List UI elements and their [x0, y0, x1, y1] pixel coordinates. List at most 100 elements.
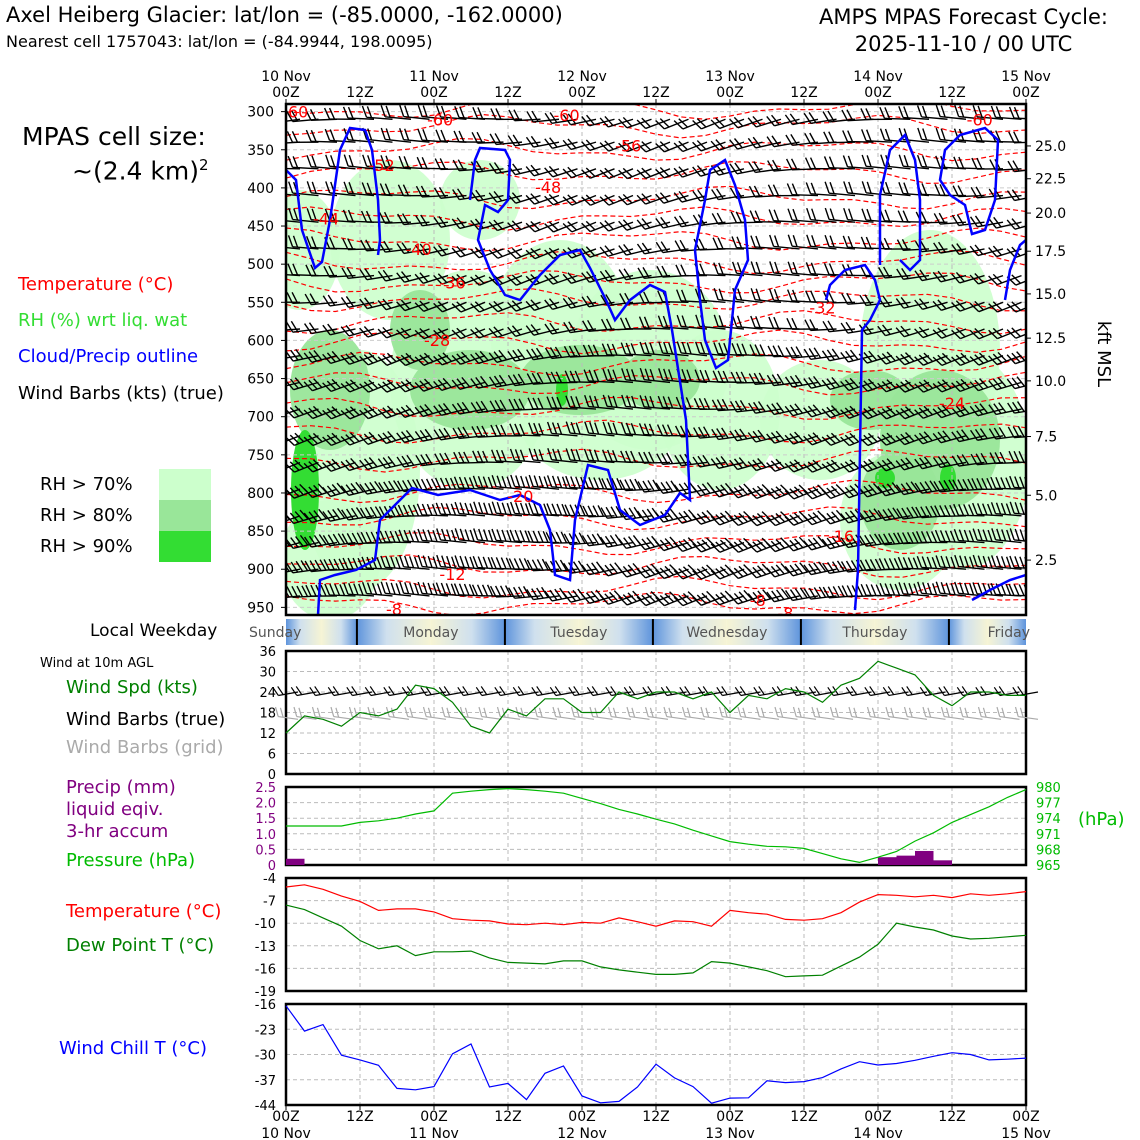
barb-flag — [286, 535, 290, 546]
wind-barb — [916, 105, 948, 120]
barb-flag — [480, 400, 489, 412]
barb-flag — [847, 155, 854, 168]
grid-wind-barb — [385, 706, 410, 720]
barb-flag — [313, 349, 323, 361]
cloud-outline — [1003, 239, 1026, 301]
barb-flag — [923, 456, 933, 467]
barb-staff — [555, 715, 576, 720]
barb-flag — [625, 422, 632, 435]
barb-staff — [981, 715, 1002, 720]
barb-flag — [310, 130, 317, 142]
wind-barb — [601, 343, 634, 357]
wind-barb — [325, 154, 356, 170]
barb-flag — [812, 512, 822, 522]
barb-flag — [775, 539, 785, 549]
barb-flag — [308, 511, 318, 522]
wind-barb — [768, 288, 800, 303]
barb-flag — [403, 529, 410, 542]
barb-flag — [565, 448, 571, 461]
windchill-panel-y-tick-label: -23 — [255, 1023, 276, 1038]
wind-barb — [877, 432, 911, 446]
wind-barb — [433, 215, 467, 228]
barb-flag — [719, 512, 730, 522]
barb-flag — [451, 247, 461, 258]
barb-flag — [488, 327, 498, 338]
barb-flag — [897, 556, 904, 569]
barb-flag — [618, 195, 628, 206]
barb-flag — [940, 555, 946, 568]
grid-wind-barb — [293, 706, 317, 720]
barb-staff — [286, 408, 301, 418]
barb-flag — [506, 503, 512, 515]
isotherm-label: -24 — [939, 394, 965, 413]
barb-staff — [722, 715, 743, 720]
barb-flag — [733, 541, 744, 551]
barb-flag — [360, 531, 368, 544]
barb-flag — [813, 587, 822, 599]
barb-flag — [845, 321, 854, 333]
wind-barb — [711, 188, 745, 201]
barb-flag — [615, 505, 623, 518]
barb-flag — [720, 456, 729, 467]
wind-barb — [935, 581, 967, 597]
isotherm-line — [286, 506, 1026, 531]
barb-flag — [636, 568, 646, 579]
cloud-outline — [316, 146, 692, 615]
barb-flag — [646, 565, 656, 575]
barb-flag — [643, 451, 650, 464]
barb-flag — [789, 433, 799, 443]
barb-flag — [513, 109, 521, 121]
isotherm-line — [286, 161, 1026, 185]
barb-flag — [703, 426, 711, 438]
barb-flag — [692, 166, 702, 177]
barb-staff — [481, 715, 502, 720]
barb-flag — [496, 501, 502, 514]
barb-flag — [319, 559, 327, 571]
barb-flag — [324, 208, 331, 221]
barb-flag — [799, 587, 808, 599]
barb-flag — [895, 383, 906, 393]
isotherm-line — [286, 329, 1026, 355]
barb-flag — [350, 507, 359, 519]
barb-flag — [274, 706, 279, 717]
barb-flag — [291, 110, 299, 122]
barb-flag — [624, 479, 632, 491]
barb-flag — [626, 706, 631, 717]
barb-flag — [301, 585, 309, 597]
barb-flag — [607, 422, 613, 435]
barb-flag — [849, 377, 859, 388]
barb-flag — [291, 586, 299, 598]
wind-barb — [618, 219, 652, 231]
barb-flag — [374, 480, 383, 492]
barb-flag — [473, 528, 479, 541]
barb-flag — [322, 382, 332, 392]
wind-barb — [286, 291, 319, 304]
barb-flag — [550, 371, 558, 384]
barb-flag — [479, 350, 489, 361]
barb-flag — [710, 595, 721, 606]
cloud-outline — [286, 126, 382, 271]
barb-flag — [655, 193, 665, 204]
wind-barb — [932, 352, 967, 367]
barb-flag — [1008, 106, 1015, 119]
barb-flag — [306, 181, 312, 194]
barb-flag — [599, 142, 610, 152]
barb-flag — [494, 133, 502, 145]
barb-flag — [573, 686, 580, 695]
barb-flag — [992, 245, 1002, 256]
grid-wind-barb — [330, 706, 354, 720]
barb-flag — [942, 430, 952, 441]
barb-flag — [612, 707, 617, 718]
wind-barb — [766, 402, 800, 416]
barb-flag — [758, 686, 765, 695]
barb-flag — [644, 706, 649, 717]
weekday-label: Sunday — [249, 625, 301, 641]
barb-flag — [774, 261, 780, 274]
wind-barb — [951, 352, 985, 367]
barb-flag — [655, 541, 665, 552]
barb-flag — [385, 128, 391, 141]
wind-barb — [582, 344, 615, 357]
barb-flag — [481, 425, 489, 437]
barb-flag — [998, 402, 1007, 413]
barb-flag — [988, 380, 998, 391]
